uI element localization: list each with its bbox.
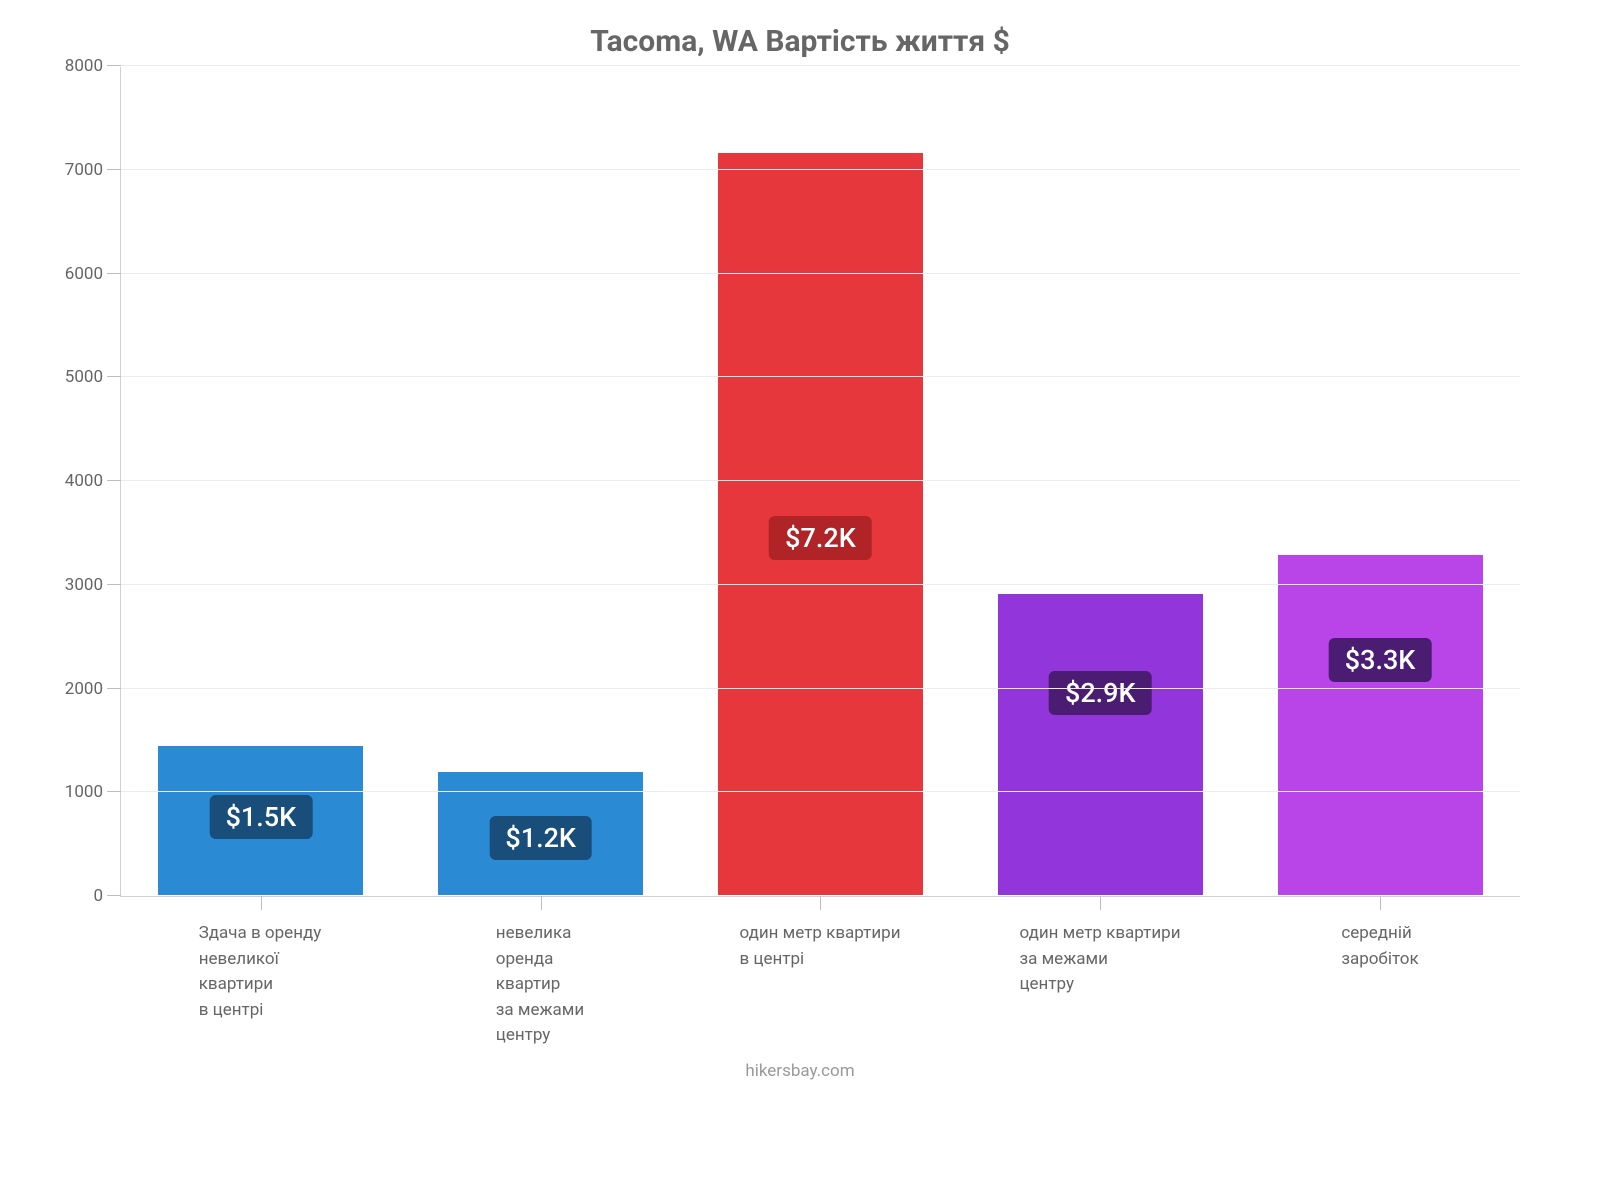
x-axis-category-label: Здача в оренду невеликої квартири в цент… [199,921,322,1049]
x-axis-category-label: один метр квартири за межами центру [1019,921,1180,1049]
x-axis-labels: Здача в оренду невеликої квартири в цент… [120,897,1520,1049]
grid-line [121,273,1520,274]
plot-area: $1.5K$1.2K$7.2K$2.9K$3.3K 01000200030004… [120,67,1520,897]
bar-slot: $1.5K [121,67,401,896]
y-axis-label: 3000 [65,575,121,595]
y-axis-label: 5000 [65,367,121,387]
value-badge: $1.2K [489,816,592,860]
x-tick [1100,896,1101,910]
grid-line [121,376,1520,377]
x-label-slot: Здача в оренду невеликої квартири в цент… [120,897,400,1049]
chart-footer: hikersbay.com [60,1061,1540,1081]
x-tick [820,896,821,910]
grid-line [121,169,1520,170]
x-tick [1380,896,1381,910]
value-badge: $1.5K [210,795,313,839]
y-axis-label: 2000 [65,679,121,699]
bar-slot: $7.2K [681,67,961,896]
bar: $3.3K [1277,554,1484,896]
bar-slot: $2.9K [960,67,1240,896]
y-axis-label: 0 [93,886,121,906]
bar: $1.5K [157,745,364,896]
y-axis-label: 8000 [65,56,121,76]
x-label-slot: середній заробіток [1240,897,1520,1049]
x-tick [261,896,262,910]
bar: $2.9K [997,593,1204,896]
value-badge: $3.3K [1329,638,1432,682]
bar: $7.2K [717,152,924,896]
y-axis-label: 4000 [65,471,121,491]
y-axis-label: 6000 [65,264,121,284]
bar-slot: $1.2K [401,67,681,896]
bar-slot: $3.3K [1240,67,1520,896]
x-label-slot: один метр квартири в центрі [680,897,960,1049]
grid-line [121,584,1520,585]
grid-line [121,480,1520,481]
value-badge: $7.2K [769,516,872,560]
x-label-slot: один метр квартири за межами центру [960,897,1240,1049]
grid-line [121,65,1520,66]
x-axis-category-label: середній заробіток [1341,921,1418,1049]
x-tick [541,896,542,910]
x-axis-category-label: один метр квартири в центрі [739,921,900,1049]
chart-title: Tacoma, WA Вартість життя $ [60,24,1540,59]
x-axis-category-label: невелика оренда квартир за межами центру [496,921,584,1049]
value-badge: $2.9K [1049,671,1152,715]
y-axis-label: 7000 [65,160,121,180]
grid-line [121,791,1520,792]
bars-container: $1.5K $1.2K $7.2K $2.9K $3.3K [121,67,1520,896]
bar: $1.2K [437,771,644,896]
x-label-slot: невелика оренда квартир за межами центру [400,897,680,1049]
y-axis-label: 1000 [65,782,121,802]
cost-of-living-chart: Tacoma, WA Вартість життя $ $1.5K $1.2K $7… [0,0,1600,1200]
grid-line [121,688,1520,689]
